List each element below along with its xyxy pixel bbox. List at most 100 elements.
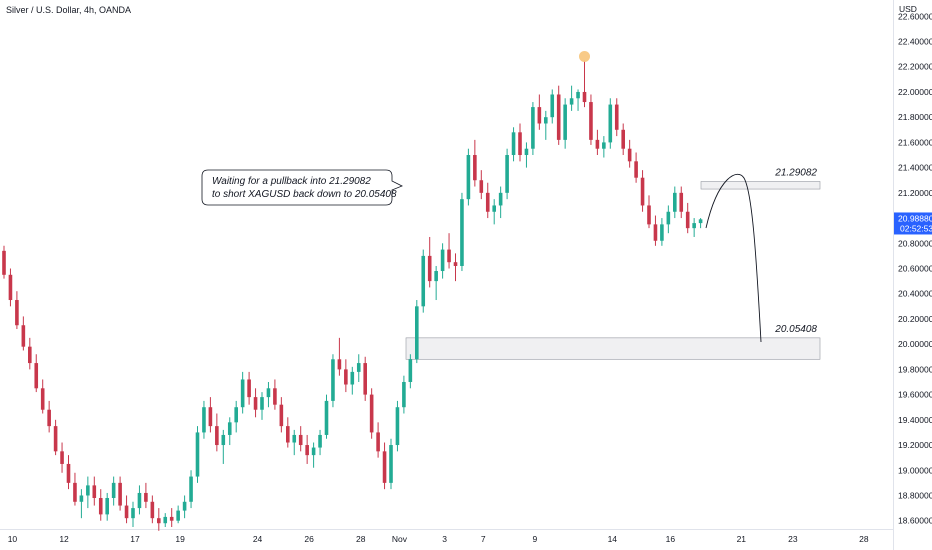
candle[interactable] [21, 316, 26, 351]
candle[interactable] [531, 102, 535, 156]
candle[interactable] [176, 505, 180, 524]
candle[interactable] [614, 98, 619, 137]
candle[interactable] [460, 192, 464, 272]
candle[interactable] [118, 476, 122, 511]
candle[interactable] [402, 375, 406, 414]
candle[interactable] [466, 148, 471, 206]
candle[interactable] [298, 426, 303, 452]
candle[interactable] [182, 495, 187, 519]
candle[interactable] [47, 400, 51, 433]
candle[interactable] [505, 148, 509, 200]
candle[interactable] [331, 354, 335, 408]
callout-note[interactable]: Waiting for a pullback into 21.29082 to … [201, 169, 403, 206]
candle[interactable] [73, 472, 77, 506]
candle[interactable] [28, 337, 32, 370]
candle[interactable] [92, 476, 97, 506]
candle[interactable] [485, 182, 490, 219]
candle[interactable] [150, 495, 155, 524]
candle[interactable] [157, 508, 161, 531]
candle[interactable] [98, 489, 103, 521]
candle[interactable] [163, 513, 168, 527]
candle[interactable] [563, 98, 567, 149]
candle[interactable] [34, 354, 39, 393]
candle[interactable] [666, 205, 671, 234]
candle[interactable] [679, 186, 684, 219]
time-axis[interactable]: 10 12 17 19 24 26 28 Nov 3 7 9 14 16 21 23 28 [8, 534, 869, 544]
candle[interactable] [8, 268, 13, 307]
candle[interactable] [247, 371, 251, 405]
candle[interactable] [292, 429, 297, 456]
candle[interactable] [692, 218, 696, 237]
candle[interactable] [653, 215, 658, 246]
candle[interactable] [60, 442, 64, 473]
candle[interactable] [421, 249, 426, 313]
candle[interactable] [356, 354, 361, 382]
candle[interactable] [498, 186, 503, 219]
candle[interactable] [86, 476, 90, 509]
candle[interactable] [273, 379, 277, 410]
candle[interactable] [169, 508, 174, 527]
candle[interactable] [124, 495, 129, 524]
candle[interactable] [698, 218, 703, 229]
candle[interactable] [608, 98, 613, 149]
candle[interactable] [105, 492, 109, 521]
candle[interactable] [537, 94, 542, 130]
candle[interactable] [240, 371, 245, 414]
candle[interactable] [427, 236, 432, 288]
candle[interactable] [447, 233, 451, 269]
candle[interactable] [389, 438, 393, 490]
candle[interactable] [660, 218, 664, 246]
candle[interactable] [137, 485, 142, 515]
candle[interactable] [518, 123, 522, 162]
candle[interactable] [589, 94, 593, 145]
candle[interactable] [318, 429, 322, 456]
candle[interactable] [66, 455, 71, 490]
candle[interactable] [382, 442, 387, 490]
candle[interactable] [253, 388, 258, 418]
candle[interactable] [2, 245, 6, 279]
candle[interactable] [453, 253, 458, 282]
candle[interactable] [40, 379, 45, 414]
candle[interactable] [227, 417, 232, 446]
price-zone[interactable] [405, 337, 821, 360]
candle[interactable] [208, 397, 213, 433]
candle[interactable] [627, 139, 632, 168]
candle[interactable] [337, 337, 342, 376]
candle[interactable] [324, 394, 329, 439]
candle[interactable] [15, 291, 19, 330]
candle[interactable] [215, 413, 219, 452]
candle[interactable] [556, 85, 561, 145]
candle[interactable] [395, 400, 400, 452]
last-price-tag[interactable]: 20.98880 02:52:53 [894, 212, 932, 235]
projection-arrow[interactable] [705, 173, 762, 343]
candle[interactable] [473, 139, 477, 187]
candle[interactable] [234, 400, 238, 433]
candle[interactable] [376, 422, 380, 458]
candle[interactable] [305, 434, 309, 464]
candle[interactable] [595, 129, 600, 156]
candle[interactable] [286, 417, 290, 448]
candle[interactable] [685, 202, 690, 234]
candle[interactable] [260, 392, 264, 420]
candle[interactable] [640, 170, 645, 212]
candle[interactable] [440, 243, 445, 279]
candle[interactable] [363, 356, 367, 401]
price-zone[interactable] [700, 181, 821, 190]
peak-marker[interactable] [579, 50, 590, 62]
candle[interactable] [202, 400, 206, 439]
candle[interactable] [511, 127, 516, 162]
candle[interactable] [221, 429, 226, 464]
candle[interactable] [492, 199, 496, 225]
candle[interactable] [415, 300, 419, 364]
candle[interactable] [344, 359, 348, 393]
candle[interactable] [550, 89, 555, 124]
candle[interactable] [79, 489, 84, 519]
candle[interactable] [279, 397, 284, 433]
candle[interactable] [582, 60, 587, 108]
candle[interactable] [131, 501, 135, 527]
candle[interactable] [144, 482, 148, 509]
candle[interactable] [111, 476, 116, 506]
candle[interactable] [569, 85, 574, 111]
candle[interactable] [602, 136, 606, 158]
